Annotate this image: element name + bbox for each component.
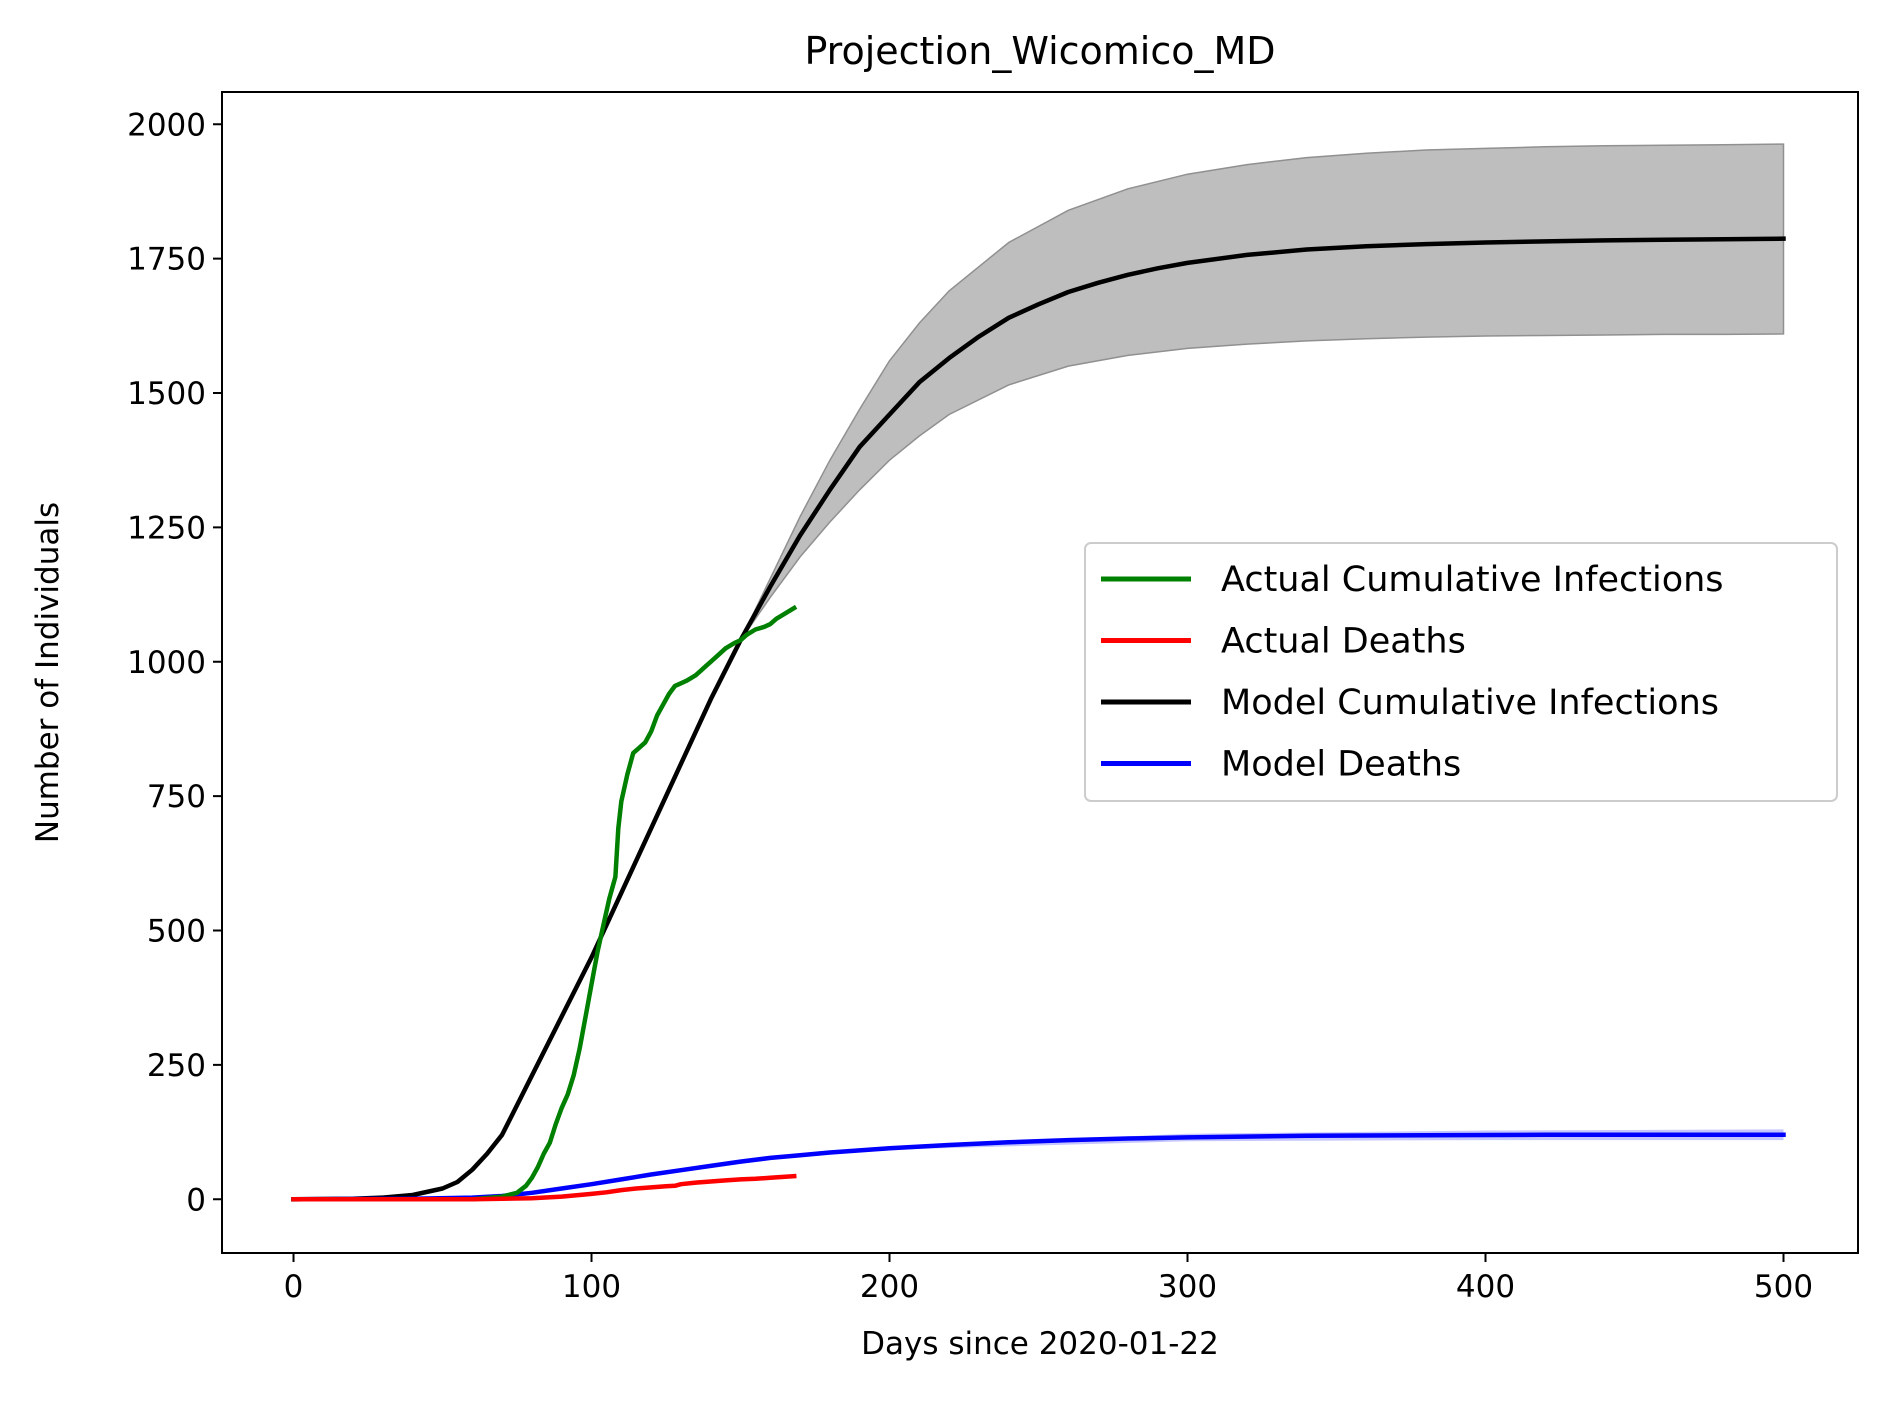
x-tick-label: 100 [562, 1269, 621, 1305]
x-tick-label: 500 [1754, 1269, 1813, 1305]
y-tick-label: 0 [186, 1182, 206, 1218]
series-line-actual-cumulative-infections [291, 604, 798, 1202]
plot-frame [221, 91, 1859, 1254]
legend: Actual Cumulative Infections Actual Death… [1084, 542, 1838, 802]
y-tick-label: 1250 [127, 510, 206, 546]
x-tick-label: 200 [860, 1269, 919, 1305]
legend-label: Actual Deaths [1221, 622, 1466, 662]
axis-ticks: 0 100 200 300 400 500 0 250 500 750 1000 1250 1500 17… [127, 107, 1813, 1305]
y-tick-label: 2000 [127, 107, 206, 143]
series-line-actual-deaths [291, 1173, 797, 1202]
legend-label: Model Deaths [1221, 745, 1461, 785]
y-tick-label: 1000 [127, 645, 206, 681]
legend-box [1084, 542, 1838, 802]
x-tick-label: 300 [1158, 1269, 1217, 1305]
x-tick-label: 400 [1456, 1269, 1515, 1305]
series-line-model-deaths [291, 1132, 1786, 1202]
chart-title: Projection_Wicomico_MD [804, 29, 1275, 73]
y-tick-label: 750 [147, 779, 206, 815]
legend-label: Model Cumulative Infections [1221, 683, 1719, 723]
y-tick-label: 250 [147, 1048, 206, 1084]
series-line-model-cumulative-infections [291, 236, 1786, 1202]
y-tick-label: 500 [147, 914, 206, 950]
x-axis-label: Days since 2020-01-22 [861, 1326, 1219, 1362]
y-axis-label: Number of Individuals [30, 502, 66, 843]
y-tick-label: 1750 [127, 242, 206, 278]
x-tick-label: 0 [284, 1269, 304, 1305]
series-lines [291, 236, 1786, 1202]
y-tick-label: 1500 [127, 376, 206, 412]
legend-label: Actual Cumulative Infections [1221, 560, 1724, 600]
